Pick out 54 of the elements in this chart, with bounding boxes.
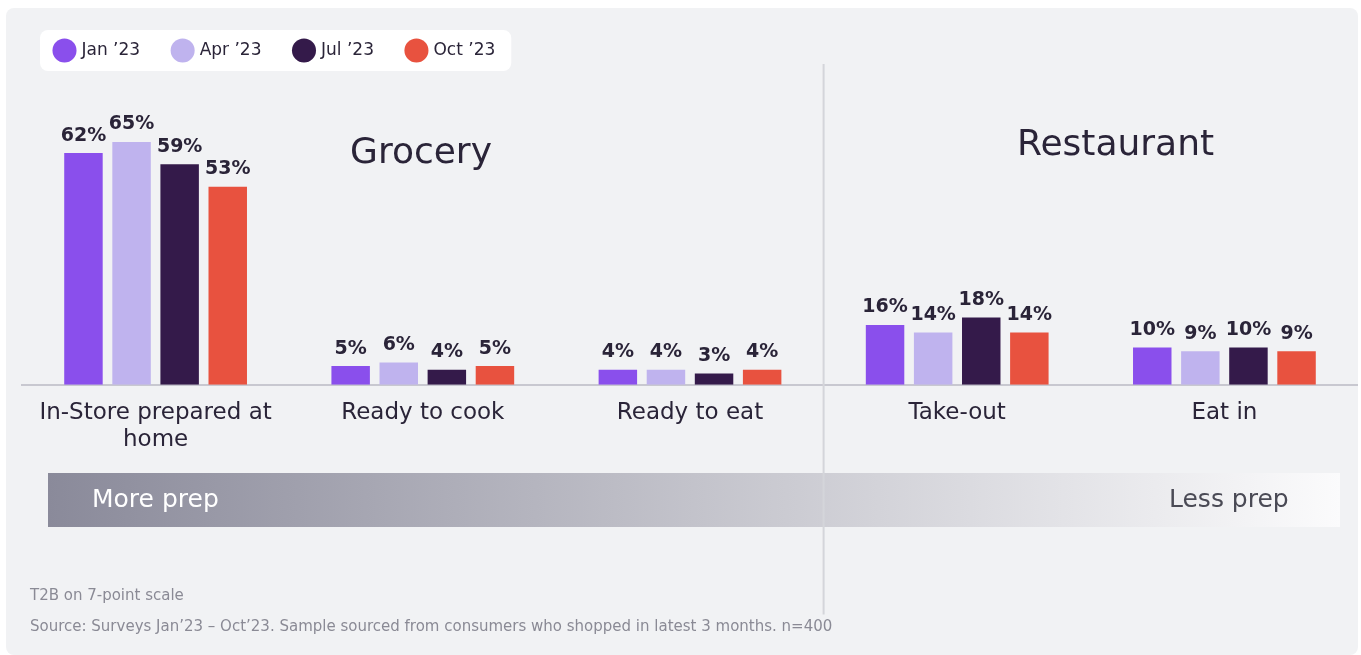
bar	[1181, 351, 1220, 385]
data-label: 5%	[478, 335, 512, 358]
data-label: 59%	[156, 133, 203, 156]
legend-label: Jul ’23	[319, 38, 374, 59]
data-label: 4%	[746, 339, 779, 362]
source-note: Source: Surveys Jan’23 – Oct’23. Sample sourced from consumers who shopped in latest 3 months. n=400	[30, 617, 833, 635]
annotation: Restaurant	[1017, 122, 1215, 163]
bar	[1133, 347, 1172, 385]
bar	[112, 141, 151, 385]
bar	[646, 369, 686, 385]
x-tick-label: Eat in	[1191, 397, 1258, 424]
bar	[64, 153, 103, 385]
x-tick-label: Ready to eat	[616, 397, 764, 424]
data-label: 18%	[958, 286, 1004, 309]
bar	[331, 366, 370, 385]
legend-label: Oct ’23	[433, 38, 496, 59]
x-tick-label: Ready to cook	[341, 397, 506, 424]
legend-label: Jan ’23	[80, 38, 141, 59]
bar	[742, 369, 782, 385]
x-tick-label: Take-out	[907, 397, 1006, 424]
bar	[1229, 347, 1268, 385]
text: T2B on 7-point scale	[30, 586, 184, 604]
data-label: 10%	[1225, 316, 1272, 339]
data-label: 3%	[697, 343, 731, 366]
data-label: 9%	[1280, 320, 1313, 343]
data-label: 9%	[1184, 320, 1217, 343]
bar	[427, 369, 467, 385]
data-label: 16%	[862, 294, 908, 317]
bar	[475, 366, 515, 385]
data-label: 4%	[430, 339, 463, 362]
data-label: 4%	[601, 339, 634, 362]
legend-label: Apr ’23	[199, 38, 262, 59]
bar	[962, 317, 1001, 385]
bar	[1277, 351, 1316, 385]
data-label: 5%	[334, 335, 367, 358]
data-label: 14%	[910, 301, 956, 324]
text: Less prep	[1169, 484, 1289, 513]
text: More prep	[92, 484, 219, 513]
annotation: Grocery	[350, 130, 492, 171]
data-label: 65%	[108, 111, 155, 134]
data-label: 4%	[649, 339, 683, 362]
data-label: 6%	[382, 331, 415, 354]
bar	[913, 332, 953, 385]
bar	[865, 325, 905, 385]
bar	[160, 164, 199, 385]
data-label: 10%	[1129, 316, 1175, 339]
data-label: 14%	[1006, 301, 1053, 324]
x-tick-label: In-Store prepared at home	[39, 397, 272, 452]
bar	[598, 369, 638, 385]
data-label: 53%	[205, 156, 251, 179]
data-label: 62%	[60, 122, 107, 145]
bar	[379, 362, 418, 385]
bar	[208, 186, 247, 385]
bar	[1010, 332, 1049, 385]
